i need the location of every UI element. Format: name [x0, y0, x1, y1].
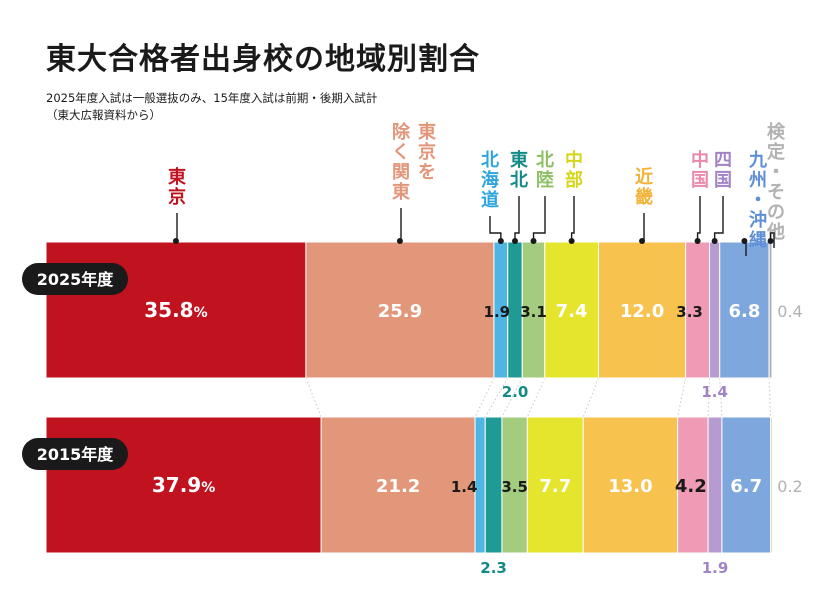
leader-line	[769, 232, 775, 248]
category-label: 近畿	[635, 166, 653, 208]
data-label: 0.4	[777, 302, 802, 321]
leader-line	[489, 216, 502, 240]
category-label: 東京	[168, 166, 186, 208]
bar-segment	[320, 416, 476, 554]
leader-dot	[172, 238, 179, 244]
leader-line	[696, 196, 701, 240]
leader-dot	[741, 238, 748, 244]
leader-line	[570, 196, 575, 240]
leader-dot	[694, 238, 701, 244]
connector-line	[719, 377, 723, 418]
bar-segment	[707, 416, 723, 554]
category-label: 中部	[565, 149, 583, 191]
bar-segment	[526, 416, 584, 554]
chart-subtitle-1: 2025年度入試は一般選抜のみ、15年度入試は前期・後期入試計	[46, 91, 378, 105]
data-label: 2.3	[480, 559, 507, 577]
connector-line	[707, 377, 711, 418]
bar-segment	[721, 416, 772, 554]
data-label: 3.1	[520, 303, 547, 321]
category-label: 中国	[691, 149, 709, 191]
data-label: 3.3	[676, 303, 703, 321]
series-badge	[22, 263, 128, 295]
data-label: 2.0	[502, 383, 529, 401]
bar-segment	[305, 241, 495, 379]
leader-dot	[711, 238, 718, 244]
data-label: 12.0	[620, 301, 664, 322]
leader-dot	[497, 238, 504, 244]
data-label: 13.0	[608, 476, 652, 497]
bar-segment	[484, 416, 503, 554]
category-label: 検定・その他	[766, 121, 786, 243]
leader-dot	[530, 238, 537, 244]
bar-segment	[597, 241, 687, 379]
category-label: 東京を	[418, 121, 436, 183]
category-label: 北陸	[536, 150, 554, 191]
connector-line	[526, 377, 546, 418]
leader-dot	[396, 238, 403, 244]
leader-line	[514, 196, 520, 240]
bar-segment	[677, 416, 709, 554]
connector-line	[677, 377, 687, 418]
leader-dot	[511, 238, 518, 244]
connector-line	[305, 377, 322, 418]
connector-line	[582, 377, 599, 418]
category-label: 九州・沖縄	[748, 150, 767, 251]
data-label: 37.9%	[152, 473, 215, 497]
data-label: 6.7	[730, 476, 762, 497]
category-label: 東北	[510, 149, 528, 191]
data-label: 1.4	[701, 383, 728, 401]
connector-line	[474, 377, 495, 418]
connector-line	[501, 377, 523, 418]
data-label: 7.7	[539, 476, 571, 497]
leader-line	[713, 196, 724, 240]
data-label: 1.4	[451, 478, 478, 496]
data-label: 1.9	[702, 559, 729, 577]
series-label: 2015年度	[37, 445, 115, 464]
bar-segment	[709, 241, 721, 379]
data-label: 1.9	[484, 303, 511, 321]
data-label: 25.9	[378, 301, 422, 322]
data-label: 3.5	[501, 478, 528, 496]
bar-segment	[582, 416, 679, 554]
leader-dot	[767, 238, 774, 244]
chart-title: 東大合格者出身校の地域別割合	[46, 42, 480, 77]
bar-segment	[768, 241, 773, 379]
data-label: 35.8%	[144, 298, 207, 322]
leader-dot	[639, 238, 646, 244]
bar-segment	[501, 416, 528, 554]
data-label: 0.2	[777, 477, 802, 496]
category-label: 北海道	[481, 150, 499, 211]
data-label: 21.2	[376, 476, 420, 497]
category-label: 除く関東	[392, 121, 411, 203]
connector-line	[768, 377, 772, 418]
bar-segment	[770, 416, 773, 554]
bar-segment	[719, 241, 770, 379]
data-label: 6.8	[728, 301, 760, 322]
leader-line	[532, 196, 546, 240]
series-label: 2025年度	[37, 270, 115, 289]
category-label: 四国	[714, 150, 732, 191]
series-badge	[22, 438, 128, 470]
data-label: 7.4	[556, 301, 588, 322]
leader-dot	[568, 238, 575, 244]
data-label: 4.2	[675, 476, 707, 497]
chart-subtitle-2: （東大広報資料から）	[46, 108, 161, 122]
